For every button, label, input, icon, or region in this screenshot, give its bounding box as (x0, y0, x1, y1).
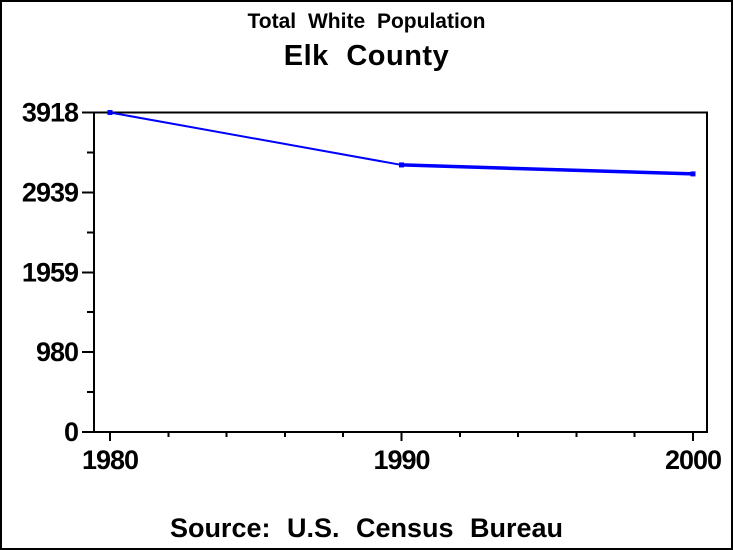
y-tick-label: 1959 (22, 257, 79, 287)
x-tick-label: 1990 (373, 445, 429, 475)
x-tick-label: 1980 (82, 445, 138, 475)
y-tick-label: 0 (64, 417, 78, 447)
source-note: Source: U.S. Census Bureau (169, 513, 564, 543)
y-tick-label: 2939 (22, 177, 79, 207)
data-point-marker (107, 110, 113, 115)
data-point-marker (399, 162, 404, 168)
y-tick-label: 980 (36, 337, 78, 367)
plot-frame (93, 111, 708, 433)
series-line-segment (109, 111, 402, 166)
chart-title: Total White Population (247, 10, 486, 33)
series-line-segment (401, 163, 694, 176)
x-tick-label: 2000 (665, 445, 721, 475)
data-point-marker (690, 171, 696, 177)
chart-subtitle: Elk County (283, 40, 450, 72)
y-tick-label: 3918 (22, 98, 79, 128)
